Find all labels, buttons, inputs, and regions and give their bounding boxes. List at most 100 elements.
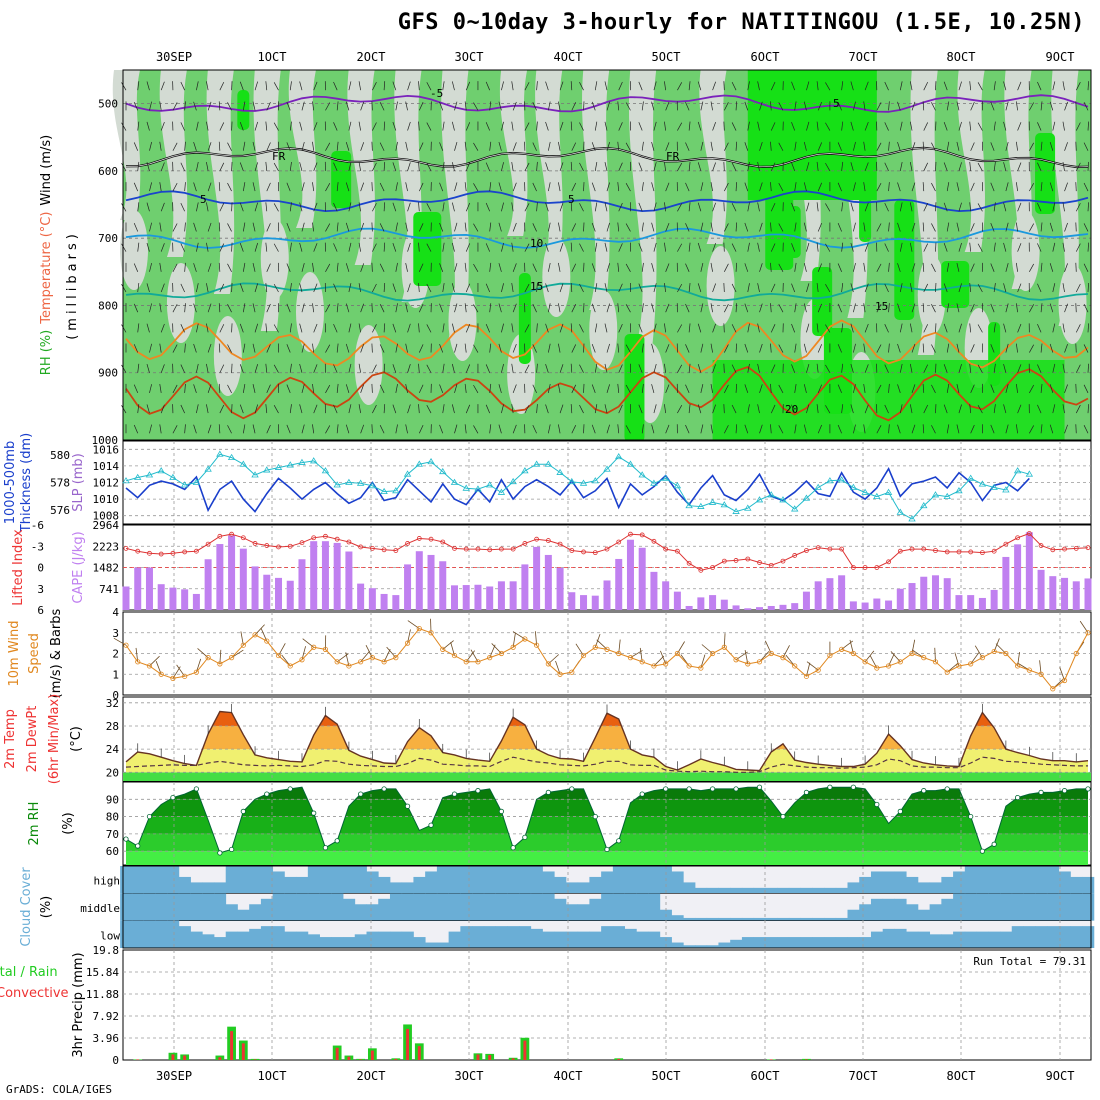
wind-barb — [439, 384, 444, 394]
wind-barb — [1049, 263, 1054, 272]
wind-barb — [289, 283, 292, 293]
wind-barb — [545, 323, 549, 333]
wind-barb — [853, 424, 856, 434]
wind-barb — [239, 404, 244, 414]
wind-barb — [1037, 243, 1042, 252]
wind-barb — [360, 222, 365, 232]
wind-barb — [392, 364, 397, 373]
wind-barb — [464, 424, 467, 434]
wind-barb — [712, 81, 716, 91]
y-tick-label-right: 1008 — [93, 510, 120, 523]
cloud-bar — [366, 871, 379, 894]
wind-barb — [193, 384, 197, 394]
wind-barb — [392, 121, 397, 131]
wind-barb — [252, 424, 256, 434]
wind-barb — [532, 424, 537, 434]
wind-barb — [606, 182, 610, 192]
cloud-bar — [941, 934, 954, 948]
wind-barb — [825, 284, 831, 293]
wind-barb — [464, 222, 467, 232]
wind-barb — [816, 161, 819, 171]
wind-barb — [383, 323, 386, 333]
wind-barb — [360, 101, 365, 111]
slp-marker — [814, 483, 822, 490]
wind-barb — [744, 222, 749, 232]
y-tick-label-left: 3 — [37, 583, 44, 596]
wind-barb — [841, 404, 844, 414]
wind-speed-marker — [322, 646, 329, 652]
wind-barb — [524, 82, 530, 91]
cape-bar — [814, 581, 822, 610]
cloud-bar — [976, 931, 989, 948]
y-tick-label-left: -3 — [31, 540, 44, 553]
wind-barb — [710, 101, 713, 111]
y-tick-label: 1 — [112, 668, 119, 681]
wind-barb — [313, 364, 318, 373]
rh2m-ylabel-text: 2m RH — [27, 802, 42, 846]
cape-bar — [709, 595, 717, 610]
wind-speed-marker — [627, 655, 634, 661]
li-marker — [698, 567, 704, 573]
cloud-bar — [237, 866, 250, 894]
wind-barb — [806, 242, 810, 252]
date-label-bottom: 8OCT — [947, 1069, 976, 1083]
wind-barb — [407, 242, 411, 252]
wind-barb — [133, 182, 139, 192]
cloud-bar — [659, 937, 672, 948]
wind-barb — [876, 102, 882, 111]
wind-barb — [286, 424, 291, 434]
wind-speed-marker — [991, 648, 997, 655]
wind-barb — [816, 323, 819, 333]
wind-barb — [358, 283, 361, 293]
wind-speed-marker — [404, 640, 411, 646]
cloud-bar — [460, 926, 473, 948]
slp-marker — [826, 477, 834, 484]
slp-marker — [474, 485, 482, 492]
cloud-bar — [929, 934, 942, 948]
wind-barb — [641, 101, 644, 111]
wind-barb — [511, 283, 514, 293]
cloud-bar — [788, 887, 801, 894]
wind-barb — [923, 162, 929, 172]
wind-barb — [536, 81, 538, 91]
wind-barb — [1040, 222, 1043, 232]
y-tick-label: 24 — [106, 743, 120, 756]
cloud-bar — [284, 931, 297, 948]
slp-marker — [180, 481, 189, 488]
wind-barb — [265, 161, 268, 171]
wind-barb — [299, 242, 303, 252]
rh-marker — [991, 841, 997, 847]
wind-barb — [1064, 142, 1068, 151]
cloud-bar — [331, 937, 344, 948]
wind-speed-marker — [1073, 650, 1079, 657]
wind-barb — [778, 182, 784, 192]
cloud-bar — [436, 866, 450, 894]
wind-barb — [653, 202, 657, 212]
rh-dry-region — [1051, 70, 1079, 326]
wind-barb — [1037, 122, 1042, 131]
cloud-ylabel-text: Cloud Cover — [19, 867, 34, 947]
wind-barb — [1052, 283, 1056, 293]
wind-speed-marker — [709, 650, 716, 657]
wind-barb — [345, 182, 350, 192]
wind-barb — [864, 202, 869, 212]
wind-barb — [146, 242, 150, 252]
li-marker — [909, 546, 915, 552]
wind-barb — [473, 384, 479, 394]
wind-barb — [863, 424, 866, 434]
cloud-bar — [718, 942, 731, 948]
wind-barb — [524, 364, 530, 373]
wind-speed-marker — [897, 659, 903, 665]
wind-barb — [383, 202, 386, 212]
wind-barb — [313, 162, 318, 172]
wind-barb — [172, 344, 178, 353]
wind-barb — [1062, 81, 1065, 91]
wind-barb — [333, 404, 338, 414]
slp-marker — [884, 488, 893, 495]
cloud-bar — [565, 882, 579, 894]
wind-barb — [606, 424, 610, 434]
wind-barb — [254, 202, 259, 212]
cloud-bar — [906, 904, 919, 921]
wind-barb — [922, 343, 925, 353]
wind-barb — [958, 81, 962, 91]
